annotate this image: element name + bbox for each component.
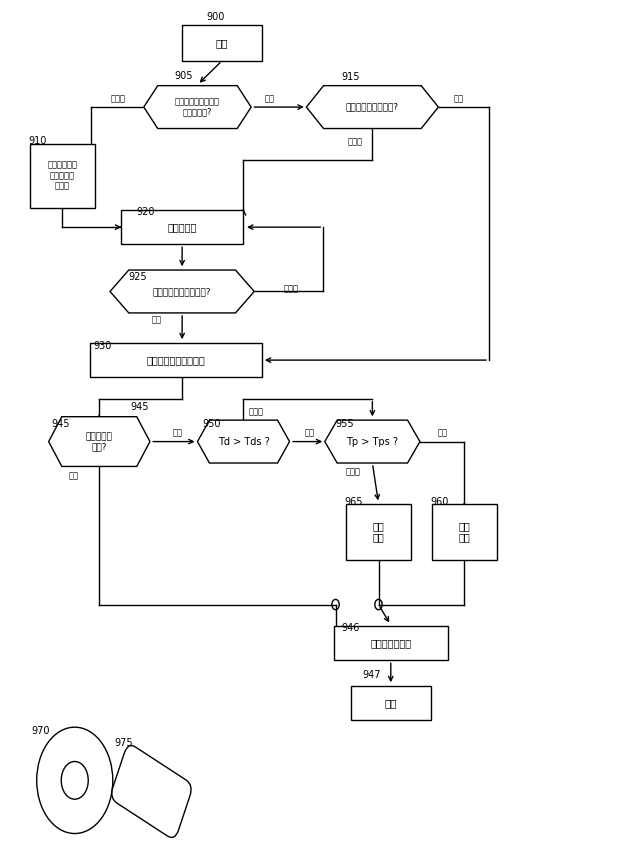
Text: 920: 920 xyxy=(136,207,154,216)
Text: 905: 905 xyxy=(174,71,193,81)
FancyBboxPatch shape xyxy=(121,210,243,244)
Text: 955: 955 xyxy=(335,419,354,430)
FancyBboxPatch shape xyxy=(346,504,411,559)
Text: 用量を設定する: 用量を設定する xyxy=(370,638,411,648)
FancyBboxPatch shape xyxy=(334,626,448,660)
Text: 装填または
用量?: 装填または 用量? xyxy=(86,432,113,451)
FancyBboxPatch shape xyxy=(182,25,262,61)
Text: 965: 965 xyxy=(345,496,363,507)
Text: はい: はい xyxy=(264,94,274,103)
Text: はい: はい xyxy=(437,429,447,437)
Text: 960: 960 xyxy=(430,496,449,507)
Text: いいえ: いいえ xyxy=(284,284,299,294)
Polygon shape xyxy=(110,270,254,313)
Polygon shape xyxy=(307,86,439,128)
Text: 周量が送達されたか?: 周量が送達されたか? xyxy=(346,102,399,112)
Text: Tp > Tps ?: Tp > Tps ? xyxy=(346,436,398,447)
Text: 915: 915 xyxy=(341,72,360,82)
Text: 910: 910 xyxy=(29,136,47,146)
Text: いいえ: いいえ xyxy=(348,137,363,145)
FancyBboxPatch shape xyxy=(432,504,496,559)
Polygon shape xyxy=(49,417,150,467)
Text: 970: 970 xyxy=(32,726,50,735)
FancyBboxPatch shape xyxy=(30,144,95,208)
Text: 二重
装填: 二重 装填 xyxy=(458,520,470,542)
FancyBboxPatch shape xyxy=(90,343,262,378)
Text: インターフェ
ースを取り
付ける: インターフェ ースを取り 付ける xyxy=(47,161,78,191)
FancyBboxPatch shape xyxy=(351,686,430,721)
Text: 周量が使用可能である: 周量が使用可能である xyxy=(147,355,205,365)
Text: 930: 930 xyxy=(93,340,111,351)
Text: 装填: 装填 xyxy=(172,429,182,437)
Polygon shape xyxy=(325,420,420,463)
Text: はい: はい xyxy=(305,429,315,437)
FancyBboxPatch shape xyxy=(112,746,191,837)
Text: 950: 950 xyxy=(202,419,221,430)
Polygon shape xyxy=(197,420,289,463)
Text: いいえ: いいえ xyxy=(248,407,263,416)
Text: 単一
装填: 単一 装填 xyxy=(373,520,384,542)
Text: 開始: 開始 xyxy=(216,38,228,48)
Text: 945: 945 xyxy=(130,403,149,412)
Text: いいえ: いいえ xyxy=(345,467,360,476)
Text: 用量: 用量 xyxy=(68,471,78,481)
Text: 946: 946 xyxy=(341,623,360,633)
Text: いいえ: いいえ xyxy=(110,94,125,103)
Text: デバイスを装填したか?: デバイスを装填したか? xyxy=(153,287,211,296)
Text: 945: 945 xyxy=(52,419,70,430)
Text: インターフェッスが
わであるか?: インターフェッスが わであるか? xyxy=(175,97,220,117)
Text: はい: はい xyxy=(151,315,161,324)
Text: Td > Tds ?: Td > Tds ? xyxy=(218,436,269,447)
Text: 925: 925 xyxy=(129,272,147,282)
Text: 送達: 送達 xyxy=(384,698,397,708)
Text: 強制約装填: 強制約装填 xyxy=(167,223,197,232)
Text: はい: はい xyxy=(453,94,463,103)
Text: 975: 975 xyxy=(114,739,133,748)
Text: 900: 900 xyxy=(207,12,225,22)
Text: 947: 947 xyxy=(362,670,381,680)
Polygon shape xyxy=(144,86,251,128)
